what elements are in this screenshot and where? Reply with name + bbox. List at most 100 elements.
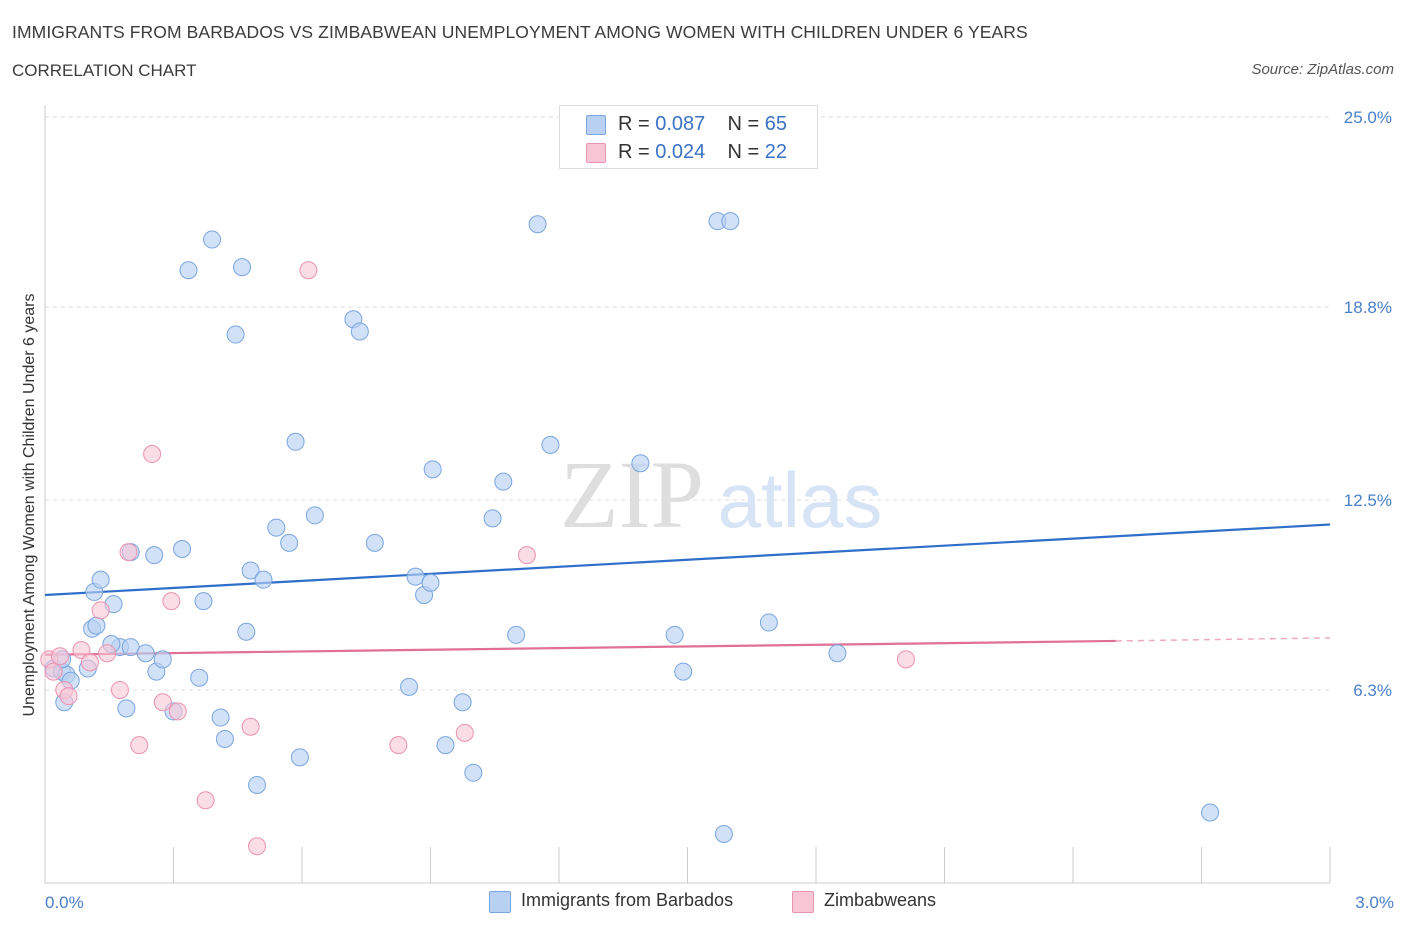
point-zimbabwean	[143, 445, 162, 464]
point-barbados	[483, 509, 502, 528]
point-barbados	[226, 325, 245, 344]
point-zimbabwean	[59, 687, 78, 706]
x-tick-label: 0.0%	[45, 893, 84, 912]
point-zimbabwean	[389, 736, 408, 755]
legend-label: Immigrants from Barbados	[521, 890, 734, 910]
point-barbados	[674, 662, 693, 681]
legend-r-label: R =	[618, 141, 656, 163]
point-barbados	[91, 570, 110, 589]
point-zimbabwean	[50, 647, 69, 666]
point-zimbabwean	[241, 717, 260, 736]
watermark-zip: ZIP	[560, 441, 704, 548]
watermark: ZIP atlas	[560, 441, 882, 548]
series-legend: Immigrants from Barbados Zimbabweans	[0, 889, 1406, 915]
point-barbados	[305, 506, 324, 525]
point-barbados	[280, 533, 299, 552]
point-zimbabwean	[455, 723, 474, 742]
trend-line-zimbabwean	[44, 639, 1116, 656]
point-zimbabwean	[72, 641, 91, 660]
legend-r-label: R =	[618, 113, 656, 135]
point-barbados	[507, 625, 526, 644]
point-barbados	[464, 763, 483, 782]
point-barbados	[87, 616, 106, 635]
chart-subtitle: CORRELATION CHART	[12, 61, 197, 80]
point-barbados	[436, 736, 455, 755]
point-zimbabwean	[44, 662, 63, 681]
point-zimbabwean	[196, 791, 215, 810]
point-barbados	[423, 460, 442, 479]
y-tick-label: 18.8%	[1344, 298, 1392, 317]
legend-swatch-blue	[586, 115, 606, 135]
point-barbados	[714, 824, 733, 843]
watermark-atlas: atlas	[718, 456, 883, 544]
point-barbados	[665, 625, 684, 644]
data-points	[40, 212, 1220, 856]
point-barbados	[528, 215, 547, 234]
point-barbados	[494, 472, 513, 491]
point-barbados	[290, 748, 309, 767]
tick-labels: 6.3% 12.5% 18.8% 25.0% 0.0% 3.0%	[45, 108, 1394, 912]
legend-swatch-blue	[489, 891, 511, 913]
point-barbados	[453, 693, 472, 712]
point-barbados	[173, 540, 192, 559]
point-zimbabwean	[299, 261, 318, 280]
point-barbados	[365, 533, 384, 552]
point-barbados	[631, 454, 650, 473]
point-zimbabwean	[162, 592, 181, 611]
point-barbados	[117, 699, 136, 718]
point-barbados	[203, 230, 222, 249]
point-barbados	[241, 561, 260, 580]
legend-n-value: 22	[764, 141, 788, 163]
point-barbados	[190, 668, 209, 687]
x-tick-label: 3.0%	[1355, 893, 1394, 912]
legend-label: Zimbabweans	[824, 890, 937, 910]
legend-r-value: 0.087	[655, 113, 706, 135]
point-zimbabwean	[110, 680, 129, 699]
point-barbados	[153, 650, 172, 669]
point-barbados	[400, 677, 419, 696]
legend-n-label: N =	[727, 113, 765, 135]
point-barbados	[1201, 803, 1220, 822]
point-barbados	[248, 775, 267, 794]
point-zimbabwean	[91, 601, 110, 620]
point-barbados	[194, 592, 213, 611]
y-tick-label: 6.3%	[1353, 681, 1392, 700]
point-barbados	[145, 546, 164, 565]
point-zimbabwean	[168, 702, 187, 721]
point-barbados	[828, 644, 847, 663]
point-barbados	[233, 258, 252, 277]
point-zimbabwean	[153, 693, 172, 712]
point-barbados	[215, 729, 234, 748]
point-zimbabwean	[130, 736, 149, 755]
point-barbados	[286, 432, 305, 451]
point-zimbabwean	[80, 653, 99, 672]
legend-swatch-pink	[586, 143, 606, 163]
trend-line-zimbabwean-extension	[1115, 637, 1331, 642]
point-barbados	[541, 435, 560, 454]
point-zimbabwean	[896, 650, 915, 669]
point-barbados	[759, 613, 778, 632]
point-zimbabwean	[248, 837, 267, 856]
point-barbados	[121, 638, 140, 657]
point-barbados	[179, 261, 198, 280]
point-barbados	[136, 644, 155, 663]
legend-r-value: 0.024	[655, 141, 706, 163]
source-label: Source: ZipAtlas.com	[1251, 61, 1394, 78]
point-barbados	[237, 622, 256, 641]
chart-title: IMMIGRANTS FROM BARBADOS VS ZIMBABWEAN U…	[12, 22, 1028, 42]
point-zimbabwean	[119, 543, 138, 562]
point-barbados	[421, 573, 440, 592]
grid-lines	[45, 116, 1330, 691]
point-barbados	[406, 567, 425, 586]
point-zimbabwean	[98, 644, 117, 663]
point-barbados	[254, 570, 273, 589]
y-tick-label: 25.0%	[1344, 108, 1392, 127]
legend-n-value: 65	[764, 113, 788, 135]
correlation-legend: R = 0.087 N = 65 R = 0.024 N = 22	[559, 105, 818, 169]
point-barbados	[211, 708, 230, 727]
legend-swatch-pink	[792, 891, 814, 913]
y-tick-label: 12.5%	[1344, 491, 1392, 510]
point-barbados	[721, 212, 740, 231]
legend-n-label: N =	[727, 141, 765, 163]
